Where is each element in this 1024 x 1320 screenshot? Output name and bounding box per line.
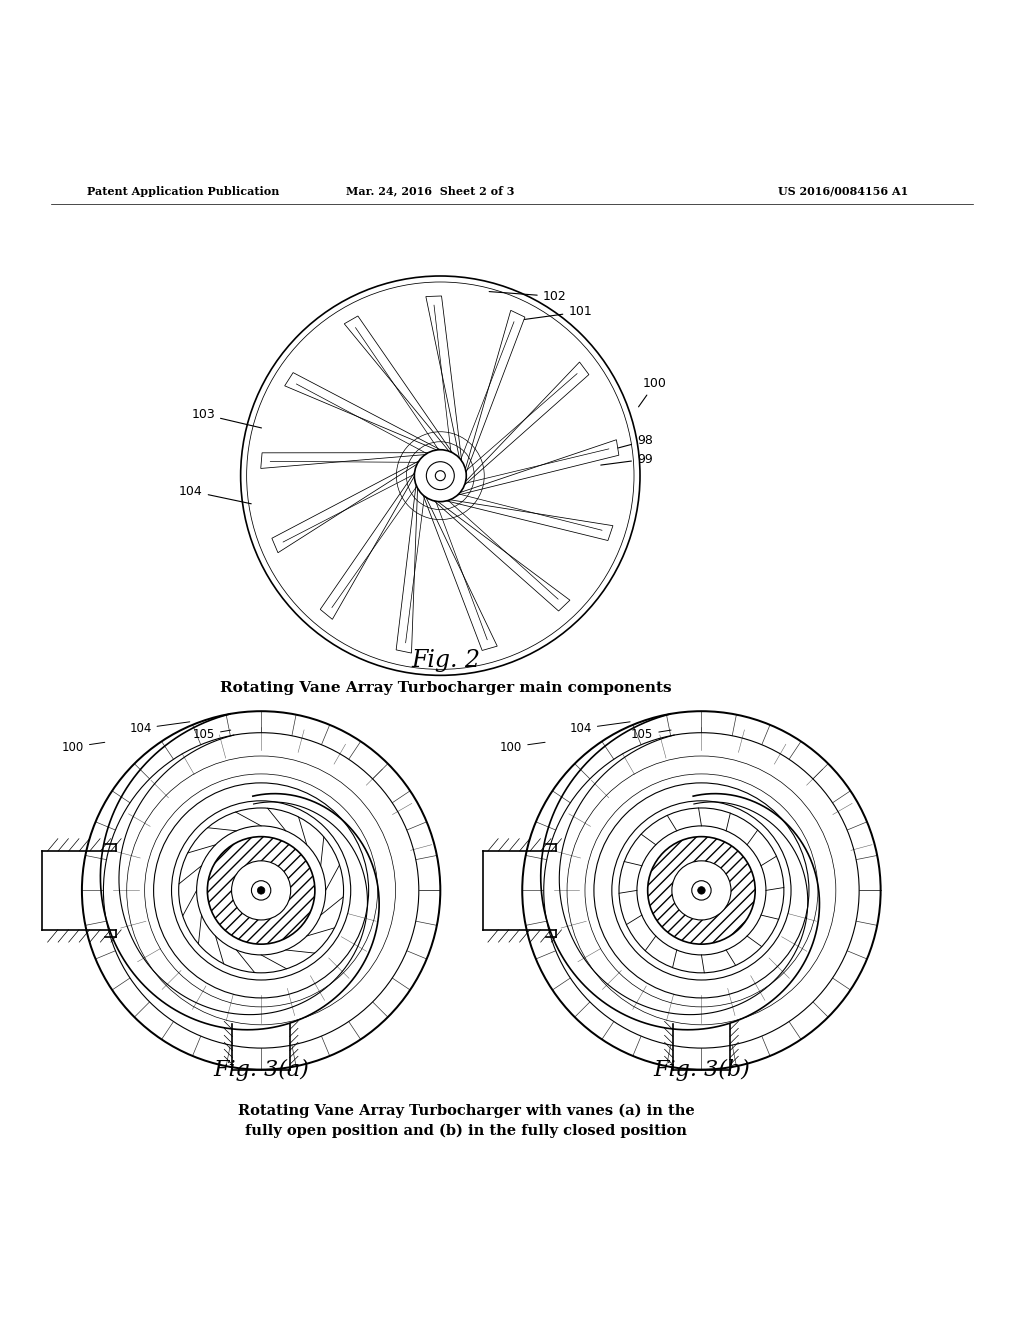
Text: 100: 100 — [500, 741, 545, 754]
Text: US 2016/0084156 A1: US 2016/0084156 A1 — [778, 186, 908, 197]
Polygon shape — [396, 484, 418, 653]
Text: 101: 101 — [523, 305, 592, 319]
Circle shape — [257, 887, 265, 894]
Polygon shape — [344, 315, 453, 453]
Circle shape — [544, 733, 859, 1048]
Polygon shape — [458, 440, 618, 495]
Text: 102: 102 — [489, 290, 566, 304]
Polygon shape — [426, 296, 462, 461]
Text: Fig. 3(b): Fig. 3(b) — [653, 1059, 750, 1081]
Circle shape — [435, 471, 445, 480]
Text: 102: 102 — [261, 734, 287, 746]
Text: 101: 101 — [278, 776, 317, 789]
Circle shape — [692, 880, 711, 900]
Text: 102: 102 — [701, 734, 727, 746]
Text: 104: 104 — [129, 722, 189, 735]
Text: 104: 104 — [569, 722, 630, 735]
Text: 98: 98 — [609, 434, 653, 450]
Circle shape — [207, 837, 315, 944]
Text: Fig. 3(a): Fig. 3(a) — [213, 1059, 309, 1081]
Text: 101: 101 — [718, 776, 758, 789]
Polygon shape — [423, 495, 498, 651]
Circle shape — [252, 880, 270, 900]
Circle shape — [697, 887, 706, 894]
Text: 103: 103 — [653, 1018, 682, 1034]
Polygon shape — [321, 473, 415, 619]
Circle shape — [415, 450, 466, 502]
Polygon shape — [261, 453, 428, 469]
Polygon shape — [271, 461, 419, 553]
Text: 105: 105 — [631, 729, 671, 742]
Circle shape — [82, 711, 440, 1069]
Polygon shape — [465, 310, 525, 473]
Text: 100: 100 — [639, 378, 667, 407]
Polygon shape — [465, 362, 589, 484]
Circle shape — [241, 276, 640, 676]
Text: 100: 100 — [61, 741, 104, 754]
Text: Fig. 2: Fig. 2 — [411, 648, 480, 672]
Text: 103: 103 — [191, 408, 261, 428]
Circle shape — [426, 462, 455, 490]
Text: Rotating Vane Array Turbocharger main components: Rotating Vane Array Turbocharger main co… — [219, 681, 672, 694]
Text: Patent Application Publication: Patent Application Publication — [87, 186, 280, 197]
Circle shape — [648, 837, 756, 944]
Circle shape — [231, 861, 291, 920]
Text: 105: 105 — [193, 729, 230, 742]
Text: 103: 103 — [215, 1018, 244, 1034]
Polygon shape — [446, 500, 613, 540]
Polygon shape — [434, 500, 570, 611]
Text: 99: 99 — [601, 453, 652, 466]
Text: Mar. 24, 2016  Sheet 2 of 3: Mar. 24, 2016 Sheet 2 of 3 — [346, 186, 514, 197]
Text: Rotating Vane Array Turbocharger with vanes (a) in the: Rotating Vane Array Turbocharger with va… — [238, 1104, 694, 1118]
Circle shape — [672, 861, 731, 920]
Text: 104: 104 — [179, 484, 251, 504]
Polygon shape — [285, 372, 440, 450]
Text: fully open position and (b) in the fully closed position: fully open position and (b) in the fully… — [245, 1123, 687, 1138]
Circle shape — [522, 711, 881, 1069]
Circle shape — [103, 733, 419, 1048]
